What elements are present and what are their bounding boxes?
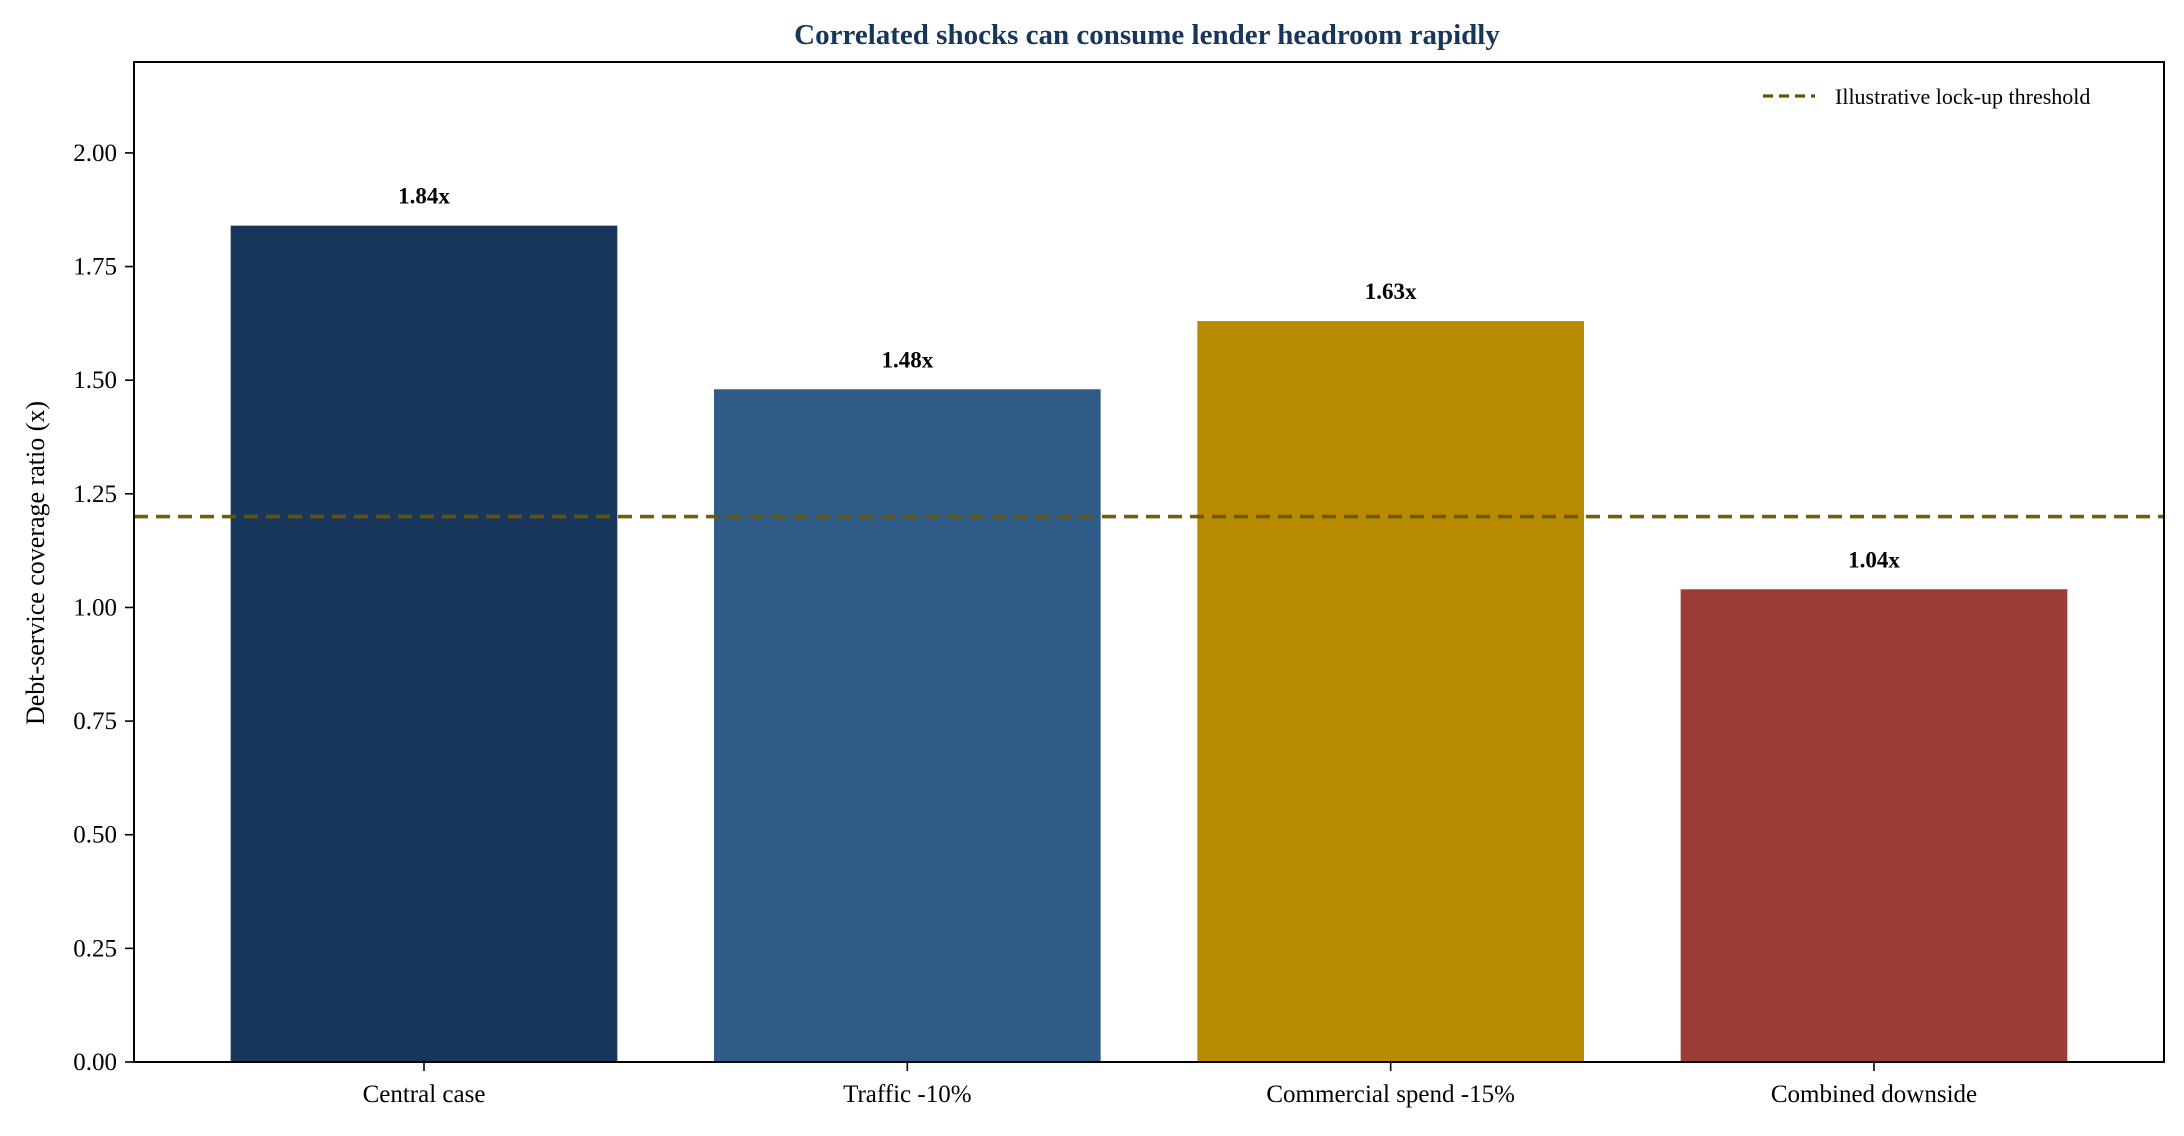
y-tick-label-8: 1.75 xyxy=(73,254,117,281)
bar-1 xyxy=(230,225,618,1063)
x-tick-label-4: Combined downside xyxy=(1771,1081,1977,1108)
bar-2 xyxy=(714,389,1101,1063)
legend: Illustrative lock-up threshold xyxy=(1763,84,2090,109)
plot-frame xyxy=(133,61,2165,1063)
bar-value-label-3: 1.63x xyxy=(1365,279,1417,304)
bar-value-label-2: 1.48x xyxy=(881,347,933,372)
x-tick-label-2: Traffic -10% xyxy=(843,1081,971,1108)
y-tick-label-1: 0.00 xyxy=(73,1049,117,1076)
bar-4 xyxy=(1680,589,2068,1062)
y-tick-label-9: 2.00 xyxy=(73,140,117,167)
bar-3 xyxy=(1197,321,1584,1062)
y-axis-label: Debt-service coverage ratio (x) xyxy=(21,401,50,725)
y-tick-label-4: 0.75 xyxy=(73,708,117,735)
y-tick-label-5: 1.00 xyxy=(73,594,117,621)
x-tick-label-1: Central case xyxy=(363,1081,486,1108)
y-tick-label-6: 1.25 xyxy=(73,481,117,508)
y-tick-label-2: 0.25 xyxy=(73,935,117,962)
y-tick-label-7: 1.50 xyxy=(73,367,117,394)
plot-area: 1.84x Central case 1.48x Traffic -10% 1.63x C… xyxy=(73,61,2165,1108)
bar-value-label-1: 1.84x xyxy=(398,184,450,209)
x-tick-label-3: Commercial spend -15% xyxy=(1266,1081,1515,1108)
legend-threshold-label: Illustrative lock-up threshold xyxy=(1835,84,2090,109)
chart-title: Correlated shocks can consume lender hea… xyxy=(794,19,1500,51)
bar-value-label-4: 1.04x xyxy=(1848,547,1900,572)
y-tick-label-3: 0.50 xyxy=(73,822,117,849)
